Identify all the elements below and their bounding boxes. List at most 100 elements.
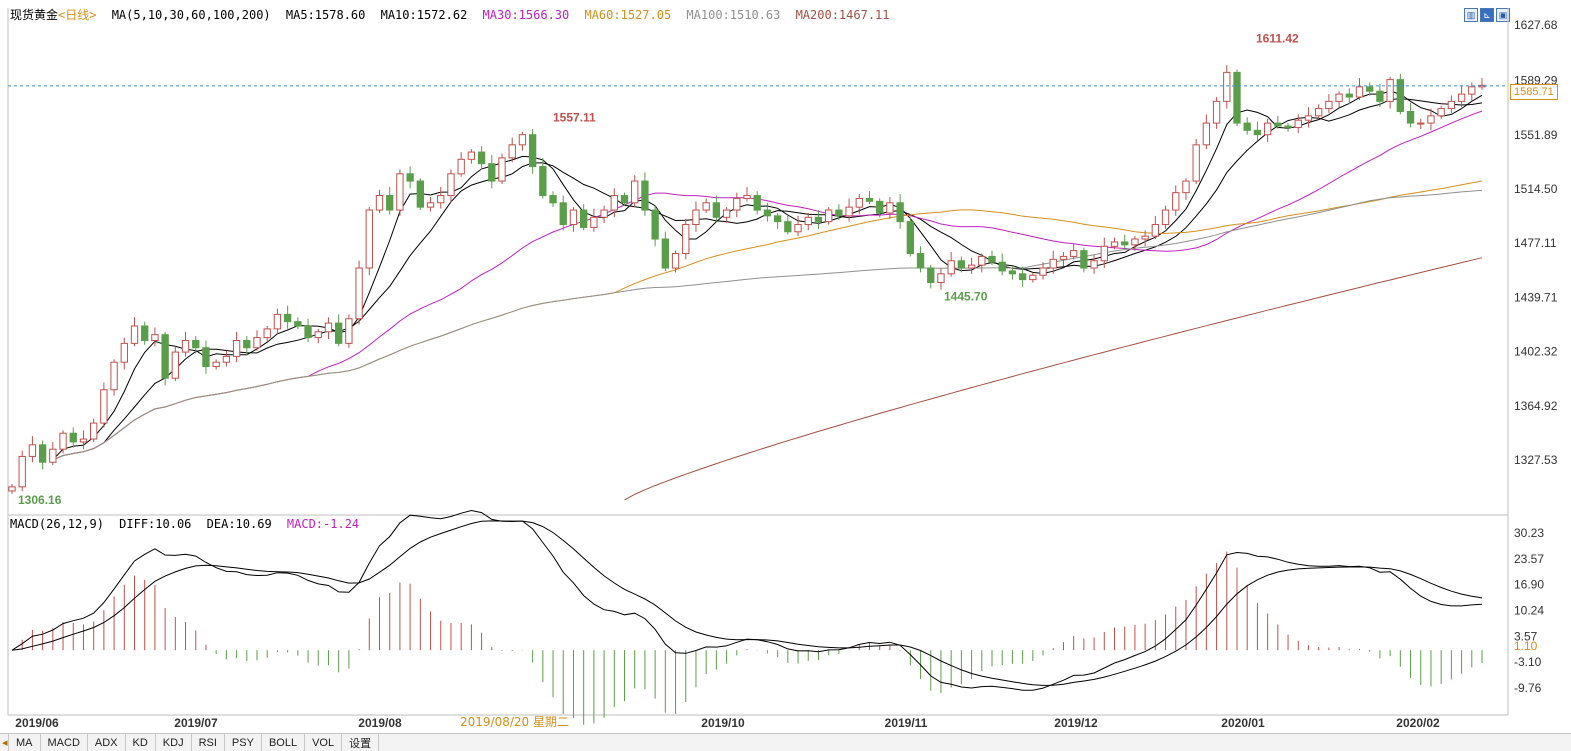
candle-body [528,134,537,168]
candle-body [1294,119,1302,128]
dea-value: DEA:10.69 [206,517,272,531]
candle-body [1437,108,1445,117]
crosshair-date: 2019/08/20 星期二 [460,715,569,729]
ma30-value: MA30:1566.30 [482,8,570,22]
candle-body [1355,86,1364,98]
price-y-tick-2: 1551.89 [1514,128,1558,142]
candle-body [1315,108,1323,117]
price-legend: 现货黄金<日线> MA(5,10,30,60,100,200) MA5:1578… [10,8,898,22]
candle-body [467,151,476,160]
candle-body [488,163,496,182]
candle-body [1029,274,1037,281]
ma100-line [52,189,1483,461]
candle-body [59,432,67,450]
candle-body [151,334,159,341]
x-tick-2: 2019/08 [358,716,402,730]
candle-body [773,215,782,223]
candle-body [967,264,976,269]
candle-body [181,339,190,353]
candle-body [722,209,731,218]
candle-body [38,444,47,463]
candle-body [79,438,88,443]
price-y-tick-8: 1327.53 [1514,453,1558,467]
candle-body [426,202,435,208]
candle-body [498,157,506,182]
candle-body [1141,235,1149,240]
candle-body [447,173,455,197]
candle-body [1070,250,1078,257]
candle-body [886,202,894,214]
macd-legend: MACD(26,12,9) DIFF:10.06 DEA:10.69 MACD:… [10,517,367,531]
candle-body [1059,255,1068,260]
macd-y-tick-3: 10.24 [1514,603,1544,617]
candle-body [192,339,200,349]
candle-body [49,448,57,463]
candle-body [477,151,486,165]
macd-y-tick-4: 3.57 [1514,629,1538,643]
tab-settings[interactable]: 设置 [342,734,380,751]
tab-psy[interactable]: PSY [225,734,262,751]
tab-kd[interactable]: KD [126,734,156,751]
candle-body [1386,79,1394,102]
candle-body [978,255,986,266]
candle-body [753,195,761,211]
tab-ma[interactable]: MA [9,734,41,751]
price-y-tick-5: 1439.71 [1514,290,1558,304]
candle-body [1192,144,1200,182]
candle-body [100,389,108,424]
candle-body [253,337,261,349]
annotation-high-1611: 1611.42 [1256,32,1299,46]
candle-body [1008,270,1017,275]
candle-body [896,202,904,223]
candle-body [784,221,792,233]
indicator-tabbar: ◂ MA MACD ADX KD KDJ RSI PSY BOLL VOL 设置 [0,733,1571,751]
chart-type-icon[interactable]: ▥ [1464,8,1478,22]
line-tool-icon[interactable]: ⊾ [1480,8,1494,22]
candle-body [1151,224,1159,237]
tab-kdj[interactable]: KDJ [156,734,192,751]
candle-body [1233,71,1241,124]
candle-body [416,180,424,208]
price-y-tick-0: 1627.68 [1514,18,1558,32]
candle-body [1100,245,1108,262]
candle-body [549,195,557,204]
candle-body [1202,122,1211,146]
candle-body [1039,267,1047,276]
price-chart[interactable]: 1627.681589.291551.891514.501477.111439.… [0,0,1571,733]
zoom-tool-icon[interactable]: ▣ [1496,8,1510,22]
candle-body [18,455,26,488]
candle-body [120,342,128,363]
candle-body [1090,260,1098,269]
candle-body [702,202,710,211]
candle-body [161,334,169,379]
tab-macd[interactable]: MACD [41,734,88,751]
candle-body [1406,110,1415,124]
tab-rsi[interactable]: RSI [192,734,225,751]
candle-body [508,144,516,159]
candle-body [171,351,179,379]
tab-boll[interactable]: BOLL [262,734,306,751]
macd-params: MACD(26,12,9) [10,517,104,531]
candle-body [569,209,578,226]
candle-body [1253,129,1262,136]
candle-body [671,253,680,269]
candle-body [130,325,139,344]
ma10-line [52,98,1483,461]
candle-body [110,361,118,391]
tab-scroll[interactable]: ◂ [0,734,9,751]
ma5-line [52,90,1483,461]
candle-body [1212,100,1221,124]
candle-body [1049,258,1057,269]
tab-vol[interactable]: VOL [305,734,343,751]
candle-body [845,206,853,217]
tab-adx[interactable]: ADX [88,734,126,751]
candle-body [1080,250,1088,269]
candle-body [1325,100,1333,110]
candle-body [1161,209,1170,226]
candle-body [998,261,1006,272]
current-price-tag: 1585.71 [1510,84,1558,100]
candle-body [804,216,812,226]
candle-body [1366,86,1374,92]
candle-body [814,216,823,223]
diff-line [11,509,1483,691]
